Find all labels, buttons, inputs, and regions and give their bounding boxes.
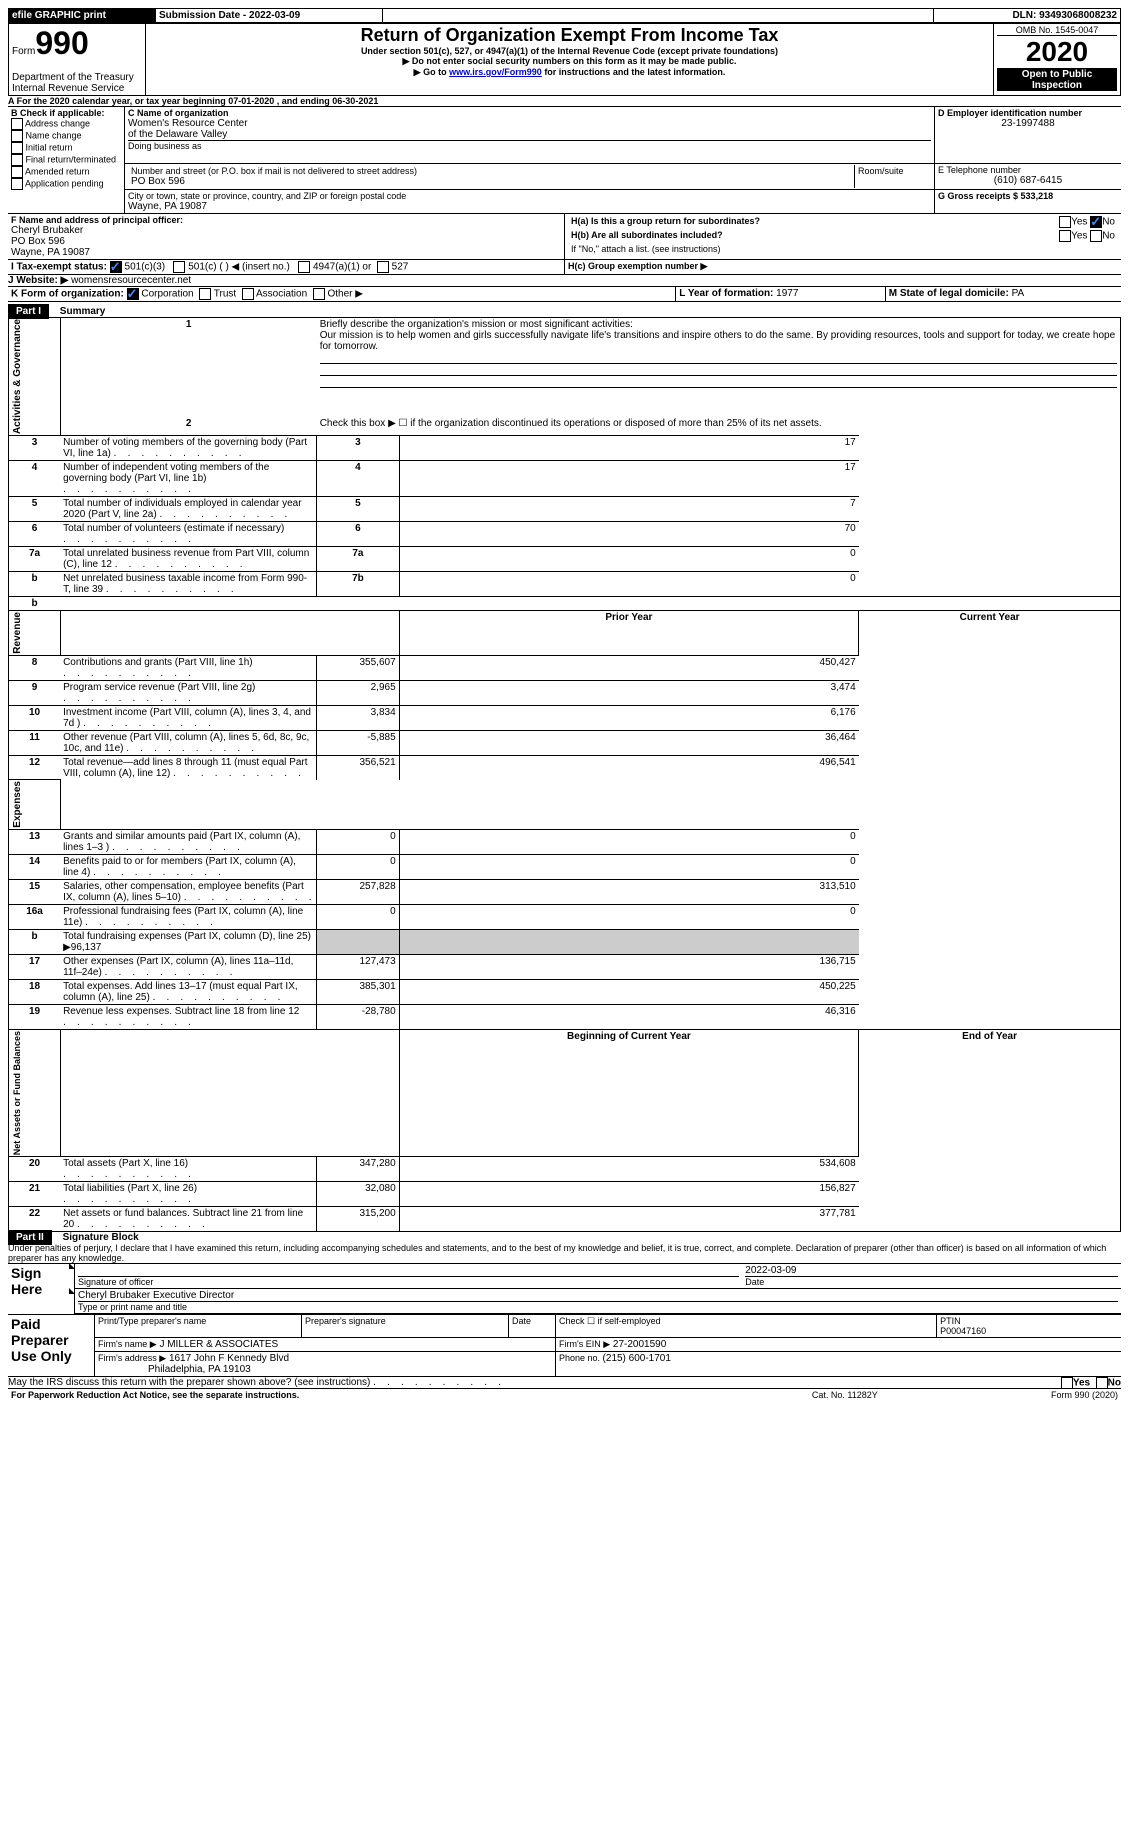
note2-link[interactable]: www.irs.gov/Form990 xyxy=(449,67,542,77)
sign-here: Sign Here xyxy=(8,1264,75,1314)
b-name: Name change xyxy=(26,130,82,140)
part2-title: Signature Block xyxy=(55,1232,139,1243)
dba: Doing business as xyxy=(128,140,931,151)
check-self: Check ☐ if self-employed xyxy=(556,1315,937,1338)
note2-pre: Go to xyxy=(423,67,449,77)
ein: 23-1997488 xyxy=(938,118,1118,129)
part1-table: Activities & Governance 1 Briefly descri… xyxy=(8,317,1121,1232)
omb: OMB No. 1545-0047 xyxy=(997,25,1117,36)
c-label: C Name of organization xyxy=(128,108,931,118)
prep-date: Date xyxy=(509,1315,556,1338)
firm-name: J MILLER & ASSOCIATES xyxy=(159,1339,278,1350)
prep-sig: Preparer's signature xyxy=(302,1315,509,1338)
q1: Briefly describe the organization's miss… xyxy=(320,319,1117,330)
footer-mid: Cat. No. 11282Y xyxy=(754,1389,936,1401)
prep-name: Print/Type preparer's name xyxy=(95,1315,302,1338)
klm-block: K Form of organization: Corporation Trus… xyxy=(8,287,1121,302)
period-line: A For the 2020 calendar year, or tax yea… xyxy=(8,96,1121,107)
topbar: efile GRAPHIC print Submission Date - 20… xyxy=(8,8,1121,23)
sig-date: Date xyxy=(745,1276,1118,1287)
side-net: Net Assets or Fund Balances xyxy=(12,1031,22,1155)
form-number: 990 xyxy=(35,25,88,61)
subdate-label: Submission Date - xyxy=(159,10,249,21)
footer-left: For Paperwork Reduction Act Notice, see … xyxy=(8,1389,754,1401)
note1: Do not enter social security numbers on … xyxy=(412,56,737,66)
f-addr1: PO Box 596 xyxy=(11,236,561,247)
q2: Check this box ▶ ☐ if the organization d… xyxy=(317,417,1121,436)
part1-title: Summary xyxy=(52,306,106,317)
dln-label: DLN: xyxy=(1012,10,1039,21)
b-amend: Amended return xyxy=(25,166,90,176)
fh-block: F Name and address of principal officer:… xyxy=(8,213,1121,259)
firm-phone: (215) 600-1701 xyxy=(603,1353,671,1364)
j-block: J Website: ▶ womensresourcecenter.net xyxy=(8,274,1121,287)
org-name1: Women's Resource Center xyxy=(128,118,931,129)
d-label: D Employer identification number xyxy=(938,108,1118,118)
main-title: Return of Organization Exempt From Incom… xyxy=(149,25,990,46)
g-label: G Gross receipts $ xyxy=(938,191,1021,201)
i-label: I Tax-exempt status: xyxy=(11,262,107,273)
i-block: I Tax-exempt status: 501(c)(3) 501(c) ( … xyxy=(8,259,1121,274)
side-gov: Activities & Governance xyxy=(12,319,23,434)
col-end: End of Year xyxy=(859,1029,1121,1156)
bcd-block: B Check if applicable: Address change Na… xyxy=(8,107,1121,213)
side-exp: Expenses xyxy=(12,781,23,828)
firm-ein: 27-2001590 xyxy=(613,1339,666,1350)
addr: PO Box 596 xyxy=(131,176,851,187)
officer: Cheryl Brubaker Executive Director xyxy=(78,1290,1118,1301)
paid-prep: Paid Preparer Use Only xyxy=(8,1315,95,1377)
footer: For Paperwork Reduction Act Notice, see … xyxy=(8,1389,1121,1401)
header: Form990 Department of the Treasury Inter… xyxy=(8,23,1121,96)
mission: Our mission is to help women and girls s… xyxy=(320,330,1117,352)
discuss-line: May the IRS discuss this return with the… xyxy=(8,1377,1121,1389)
part1-head: Part I xyxy=(8,304,49,319)
sig-date-val: 2022-03-09 xyxy=(745,1265,1118,1276)
f-name: Cheryl Brubaker xyxy=(11,225,561,236)
declaration: Under penalties of perjury, I declare th… xyxy=(8,1243,1121,1264)
col-curr: Current Year xyxy=(859,611,1121,656)
hc: H(c) Group exemption number ▶ xyxy=(565,260,1122,275)
subtitle: Under section 501(c), 527, or 4947(a)(1)… xyxy=(149,46,990,56)
sig-of: Signature of officer xyxy=(78,1276,739,1287)
b-addr: Address change xyxy=(25,118,90,128)
col-prior: Prior Year xyxy=(399,611,859,656)
tax-year: 2020 xyxy=(997,36,1117,69)
preparer-block: Paid Preparer Use Only Print/Type prepar… xyxy=(8,1314,1121,1377)
ha: H(a) Is this a group return for subordin… xyxy=(568,215,1022,229)
subdate: 2022-03-09 xyxy=(249,10,300,21)
website: womensresourcecenter.net xyxy=(71,275,191,286)
f-label: F Name and address of principal officer: xyxy=(11,215,561,225)
addr-label: Number and street (or P.O. box if mail i… xyxy=(131,166,851,176)
footer-right: Form 990 (2020) xyxy=(936,1389,1121,1401)
org-name2: of the Delaware Valley xyxy=(128,129,931,140)
b-final: Final return/terminated xyxy=(26,154,117,164)
city-label: City or town, state or province, country… xyxy=(128,191,931,201)
j-label: J Website: ▶ xyxy=(8,275,71,286)
firm-addr2: Philadelphia, PA 19103 xyxy=(148,1364,251,1375)
firm-addr1: 1617 John F Kennedy Blvd xyxy=(169,1353,289,1364)
b-app: Application pending xyxy=(25,178,104,188)
side-rev: Revenue xyxy=(12,612,23,654)
room-label: Room/suite xyxy=(855,165,932,188)
form-word: Form xyxy=(12,46,35,57)
ptin: P00047160 xyxy=(940,1326,1118,1336)
f-addr2: Wayne, PA 19087 xyxy=(11,247,561,258)
hnote: If "No," attach a list. (see instruction… xyxy=(568,243,1118,255)
type-name: Type or print name and title xyxy=(78,1301,1118,1312)
col-begin: Beginning of Current Year xyxy=(399,1029,859,1156)
note2-post: for instructions and the latest informat… xyxy=(542,67,726,77)
hb: H(b) Are all subordinates included? xyxy=(568,229,1022,243)
b-init: Initial return xyxy=(26,142,73,152)
inspection: Open to Public Inspection xyxy=(997,69,1117,91)
phone: (610) 687-6415 xyxy=(938,175,1118,186)
ptin-label: PTIN xyxy=(940,1316,1118,1326)
efile-btn[interactable]: efile GRAPHIC print xyxy=(9,9,156,23)
dln: 93493068008232 xyxy=(1039,10,1117,21)
sign-block: Sign Here Signature of officer 2022-03-0… xyxy=(8,1264,1121,1314)
b-label: B Check if applicable: xyxy=(11,108,121,118)
city: Wayne, PA 19087 xyxy=(128,201,931,212)
dept: Department of the Treasury Internal Reve… xyxy=(12,72,142,94)
e-label: E Telephone number xyxy=(938,165,1118,175)
g-val: 533,218 xyxy=(1021,191,1054,201)
